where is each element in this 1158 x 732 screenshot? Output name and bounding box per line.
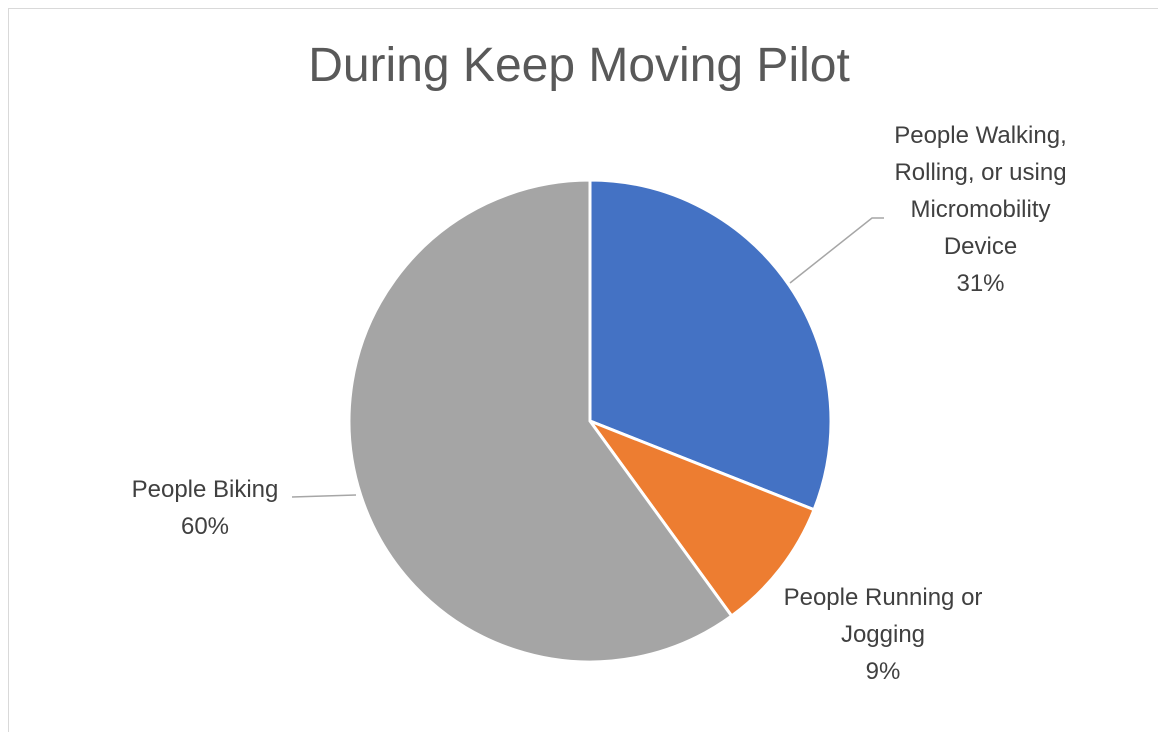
pie-slice [585,417,817,619]
label-name: People Running or Jogging [783,584,983,648]
label-name: People Biking [131,476,279,503]
chart-title: During Keep Moving Pilot [308,39,850,92]
pie-slice [347,178,734,664]
leader-line [291,494,357,498]
data-label: People Biking 60% [105,471,305,545]
chart-frame [8,8,1158,732]
pie-slice [588,178,833,512]
data-label: People Running or Jogging 9% [778,579,988,690]
data-label: People Walking, Rolling, or using Microm… [873,117,1088,302]
label-value: 9% [865,658,901,685]
label-value: 31% [956,270,1005,297]
label-value: 60% [180,513,230,540]
leader-line [789,217,884,284]
label-name: People Walking, Rolling, or using Microm… [894,122,1067,260]
